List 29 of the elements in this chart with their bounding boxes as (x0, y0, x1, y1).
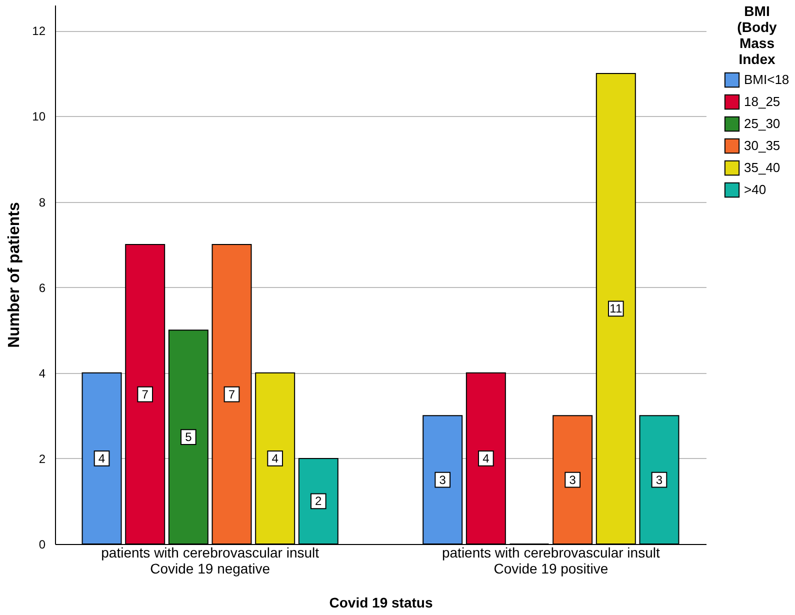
legend-label: BMI<18 (744, 72, 790, 87)
legend-label: 25_30 (744, 116, 780, 131)
data-label: 4 (272, 451, 279, 466)
data-label: 7 (142, 387, 149, 402)
y-tick-label: 2 (38, 452, 46, 466)
legend-label: 35_40 (744, 160, 780, 175)
x-axis-title: Covid 19 status (329, 594, 433, 610)
legend-label: 18_25 (744, 94, 780, 109)
y-tick-label: 4 (38, 366, 46, 380)
data-label: 4 (98, 451, 106, 466)
data-label: 5 (185, 430, 192, 444)
y-tick-label: 8 (38, 195, 46, 210)
legend-label: >40 (744, 182, 766, 197)
x-tick-label: patients with cerebrovascular insult Covide 19 positive (442, 544, 660, 576)
y-axis-title: Number of patients (6, 202, 24, 348)
data-label: 4 (482, 451, 490, 466)
data-label: 3 (439, 472, 446, 487)
x-tick-label: patients with cerebrovascular insult Covide 19 negative (101, 544, 320, 576)
y-tick-label: 10 (32, 110, 46, 124)
data-label: 2 (315, 494, 322, 508)
data-label: 3 (656, 472, 663, 487)
data-label: 11 (610, 302, 622, 316)
y-tick-label: 6 (38, 280, 46, 295)
y-tick-label: 12 (32, 24, 46, 38)
y-tick-label: 0 (38, 538, 46, 552)
legend-label: 30_35 (744, 138, 780, 153)
data-label: 3 (569, 472, 576, 487)
legend-title: BMI (Body Mass Index (737, 3, 778, 67)
data-label: 7 (228, 387, 236, 402)
